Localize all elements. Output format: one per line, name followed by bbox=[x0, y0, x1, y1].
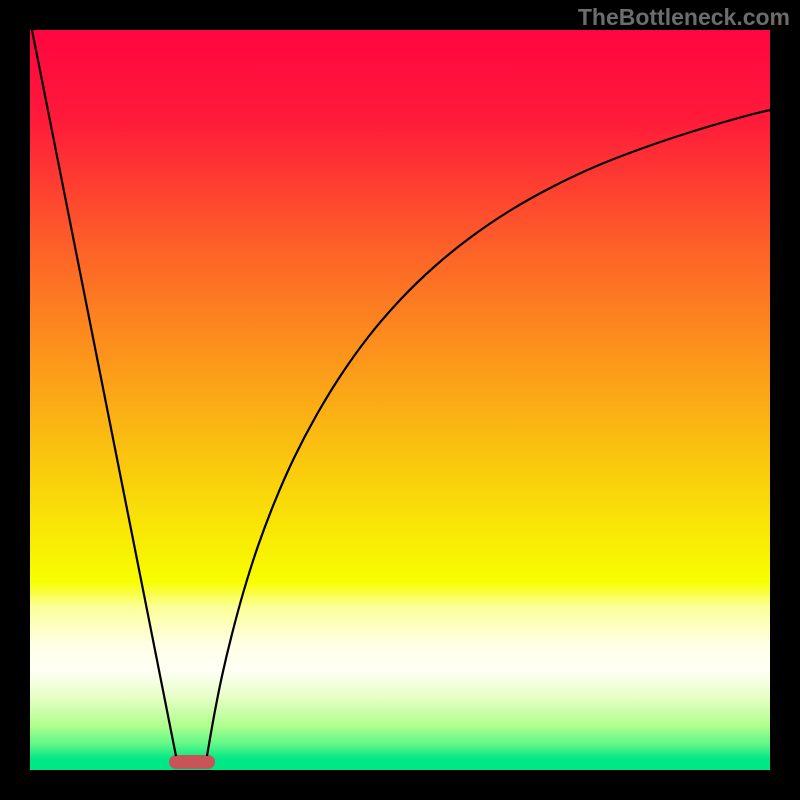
plot-background bbox=[30, 30, 770, 770]
bottleneck-marker bbox=[169, 755, 215, 769]
bottleneck-chart bbox=[0, 0, 800, 800]
chart-container: TheBottleneck.com bbox=[0, 0, 800, 800]
watermark-text: TheBottleneck.com bbox=[578, 4, 790, 31]
